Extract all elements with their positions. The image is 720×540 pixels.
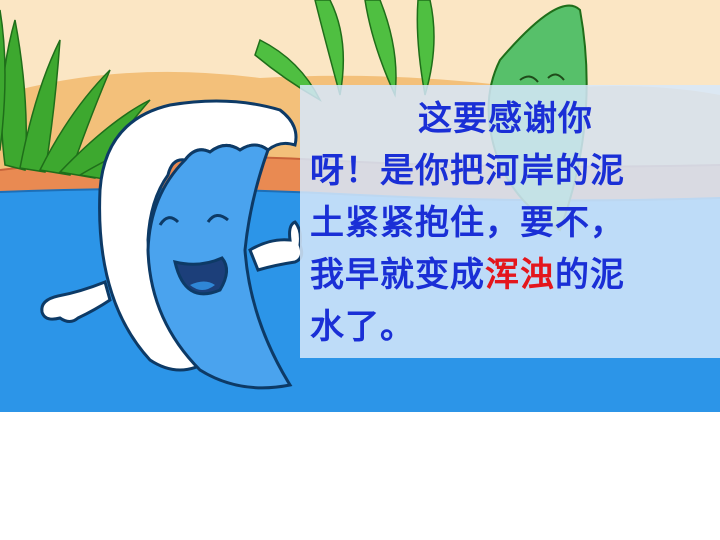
wave-character xyxy=(40,99,304,390)
dialogue-line-1: 这要感谢你 xyxy=(418,99,593,139)
grass-left xyxy=(0,9,176,181)
dialogue-line-4-start: 我早就变成 xyxy=(310,255,485,295)
illustration-scene: 这要感谢你 呀！是你把河岸的泥 土紧紧抱住，要不， 我早就变成浑浊的泥 水了。 xyxy=(0,0,720,412)
highlight-word: 浑浊 xyxy=(485,255,555,295)
dialogue-line-4-end: 的泥 xyxy=(555,255,625,295)
dialogue-line-5: 水了。 xyxy=(310,307,415,347)
dialogue-line-3: 土紧紧抱住，要不， xyxy=(310,203,625,243)
dialogue-line-4: 我早就变成浑浊的泥 xyxy=(310,249,708,301)
dialogue-line-2: 呀！是你把河岸的泥 xyxy=(310,151,625,191)
dialogue-box: 这要感谢你 呀！是你把河岸的泥 土紧紧抱住，要不， 我早就变成浑浊的泥 水了。 xyxy=(300,85,720,358)
blank-area xyxy=(0,412,720,540)
